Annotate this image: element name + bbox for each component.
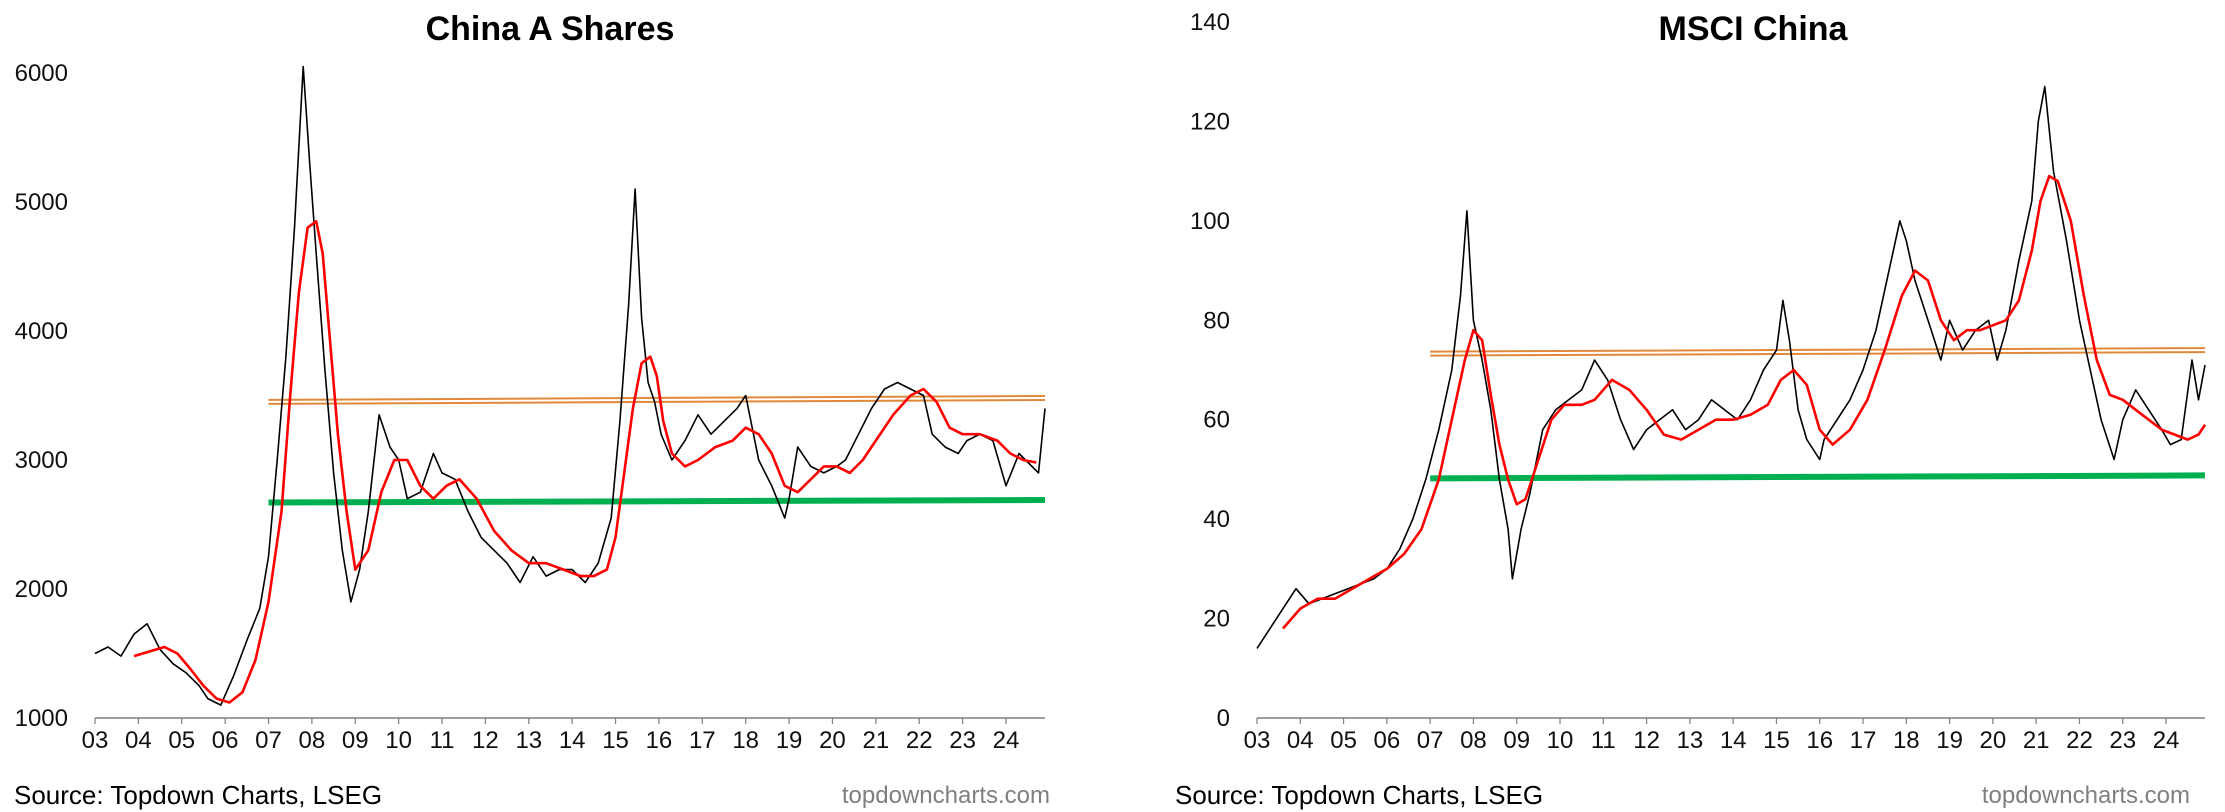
- brand-watermark: topdowncharts.com: [1982, 782, 2190, 809]
- x-tick-label: 06: [212, 727, 239, 754]
- x-tick-label: 18: [732, 727, 759, 754]
- x-tick-label: 11: [1591, 727, 1616, 754]
- x-tick-label: 16: [1806, 727, 1833, 754]
- x-tick-label: 20: [1980, 727, 2007, 754]
- x-tick-label: 24: [993, 727, 1020, 754]
- brand-watermark: topdowncharts.com: [842, 782, 1050, 809]
- x-tick-label: 19: [1936, 727, 1963, 754]
- support-line: [268, 497, 1046, 506]
- moving-average-line: [133, 220, 1037, 704]
- x-tick-label: 05: [1330, 727, 1357, 754]
- x-tick-label: 21: [862, 727, 889, 754]
- x-tick-label: 07: [1417, 727, 1444, 754]
- x-tick-label: 14: [559, 727, 586, 754]
- x-tick-label: 24: [2153, 727, 2180, 754]
- y-tick-label: 4000: [15, 318, 68, 345]
- x-tick-label: 03: [82, 727, 109, 754]
- x-tick-label: 10: [1547, 727, 1574, 754]
- x-tick-label: 17: [689, 727, 716, 754]
- x-tick-label: 09: [1503, 727, 1530, 754]
- y-tick-label: 5000: [15, 189, 68, 216]
- y-tick-label: 3000: [15, 447, 68, 474]
- x-tick-label: 22: [906, 727, 933, 754]
- x-tick-label: 13: [515, 727, 542, 754]
- chart-title: MSCI China: [1659, 10, 1849, 48]
- x-tick-label: 08: [1460, 727, 1487, 754]
- resistance-line-inner: [268, 397, 1046, 403]
- x-tick-label: 14: [1720, 727, 1747, 754]
- x-tick-label: 12: [472, 727, 499, 754]
- price-line: [94, 65, 1046, 706]
- resistance-line-inner: [1430, 349, 2206, 355]
- x-tick-label: 19: [776, 727, 803, 754]
- source-note: Source: Topdown Charts, LSEG: [1175, 780, 1543, 810]
- x-tick-label: 04: [125, 727, 152, 754]
- x-tick-label: 10: [385, 727, 412, 754]
- y-tick-label: 0: [1217, 705, 1230, 732]
- y-tick-label: 6000: [15, 60, 68, 87]
- chart-msci-china: MSCI China Source: Topdown Charts, LSEG …: [1175, 9, 2207, 810]
- x-tick-label: 16: [646, 727, 673, 754]
- x-tick-label: 13: [1677, 727, 1704, 754]
- x-tick-label: 18: [1893, 727, 1920, 754]
- x-tick-label: 06: [1374, 727, 1401, 754]
- chart-title: China A Shares: [426, 10, 675, 48]
- x-tick-label: 22: [2066, 727, 2093, 754]
- source-note: Source: Topdown Charts, LSEG: [14, 780, 382, 810]
- x-tick-label: 15: [602, 727, 629, 754]
- y-tick-label: 1000: [15, 705, 68, 732]
- x-tick-label: 07: [255, 727, 282, 754]
- x-tick-label: 21: [2023, 727, 2050, 754]
- x-tick-label: 09: [342, 727, 369, 754]
- price-line: [1256, 85, 2206, 649]
- y-tick-label: 80: [1203, 307, 1230, 334]
- y-tick-label: 20: [1203, 606, 1230, 633]
- x-tick-label: 23: [2109, 727, 2136, 754]
- y-tick-label: 2000: [15, 576, 68, 603]
- y-tick-label: 120: [1190, 108, 1230, 135]
- x-tick-label: 23: [949, 727, 976, 754]
- x-tick-label: 15: [1763, 727, 1790, 754]
- chart-china-a-shares: China A Shares Source: Topdown Charts, L…: [14, 10, 1050, 810]
- x-tick-label: 17: [1850, 727, 1877, 754]
- x-tick-label: 04: [1287, 727, 1314, 754]
- y-tick-label: 140: [1190, 9, 1230, 36]
- x-tick-label: 20: [819, 727, 846, 754]
- moving-average-line: [1282, 174, 2207, 630]
- x-tick-label: 03: [1244, 727, 1271, 754]
- x-tick-label: 05: [168, 727, 195, 754]
- x-tick-label: 12: [1633, 727, 1660, 754]
- y-tick-label: 40: [1203, 506, 1230, 533]
- y-tick-label: 100: [1190, 208, 1230, 235]
- x-tick-label: 08: [299, 727, 326, 754]
- x-tick-label: 11: [430, 727, 455, 754]
- y-tick-label: 60: [1203, 407, 1230, 434]
- support-line: [1430, 472, 2206, 482]
